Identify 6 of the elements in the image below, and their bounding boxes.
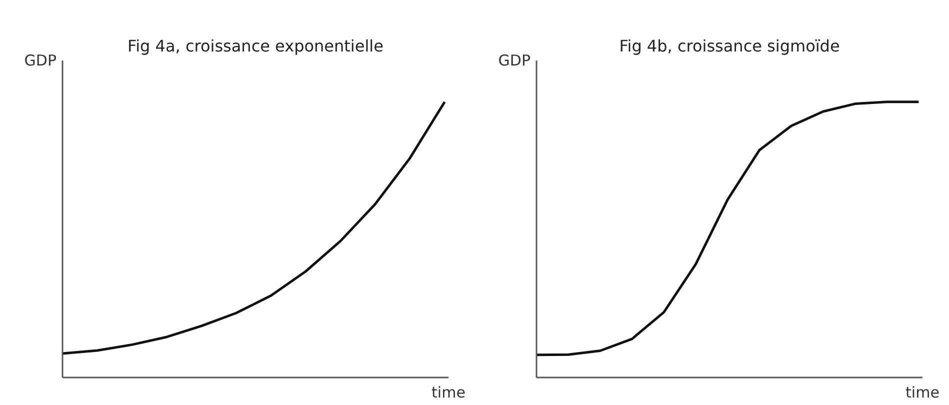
x-axis-title: time	[906, 384, 940, 402]
y-axis-title: GDP	[24, 52, 57, 70]
x-axis-title: time	[432, 384, 466, 402]
y-axis-title: GDP	[498, 52, 531, 70]
chart-title: Fig 4a, croissance exponentielle	[128, 36, 384, 56]
chart-title: Fig 4b, croissance sigmoïde	[619, 36, 840, 56]
